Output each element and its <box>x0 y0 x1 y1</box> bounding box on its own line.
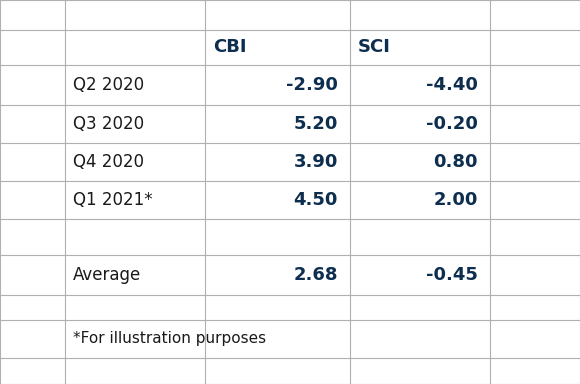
Text: Q3 2020: Q3 2020 <box>73 115 144 133</box>
Text: Q2 2020: Q2 2020 <box>73 76 144 94</box>
Text: 2.68: 2.68 <box>293 266 338 284</box>
Text: -0.45: -0.45 <box>426 266 478 284</box>
Text: 4.50: 4.50 <box>293 191 338 209</box>
Text: 2.00: 2.00 <box>434 191 478 209</box>
Text: -4.40: -4.40 <box>426 76 478 94</box>
Text: 3.90: 3.90 <box>293 153 338 171</box>
Text: 5.20: 5.20 <box>293 115 338 133</box>
Text: SCI: SCI <box>358 38 391 56</box>
Text: 0.80: 0.80 <box>433 153 478 171</box>
Text: CBI: CBI <box>213 38 246 56</box>
Text: Q4 2020: Q4 2020 <box>73 153 144 171</box>
Text: -2.90: -2.90 <box>286 76 338 94</box>
Text: Average: Average <box>73 266 142 284</box>
Text: -0.20: -0.20 <box>426 115 478 133</box>
Text: *For illustration purposes: *For illustration purposes <box>73 331 266 346</box>
Text: Q1 2021*: Q1 2021* <box>73 191 153 209</box>
